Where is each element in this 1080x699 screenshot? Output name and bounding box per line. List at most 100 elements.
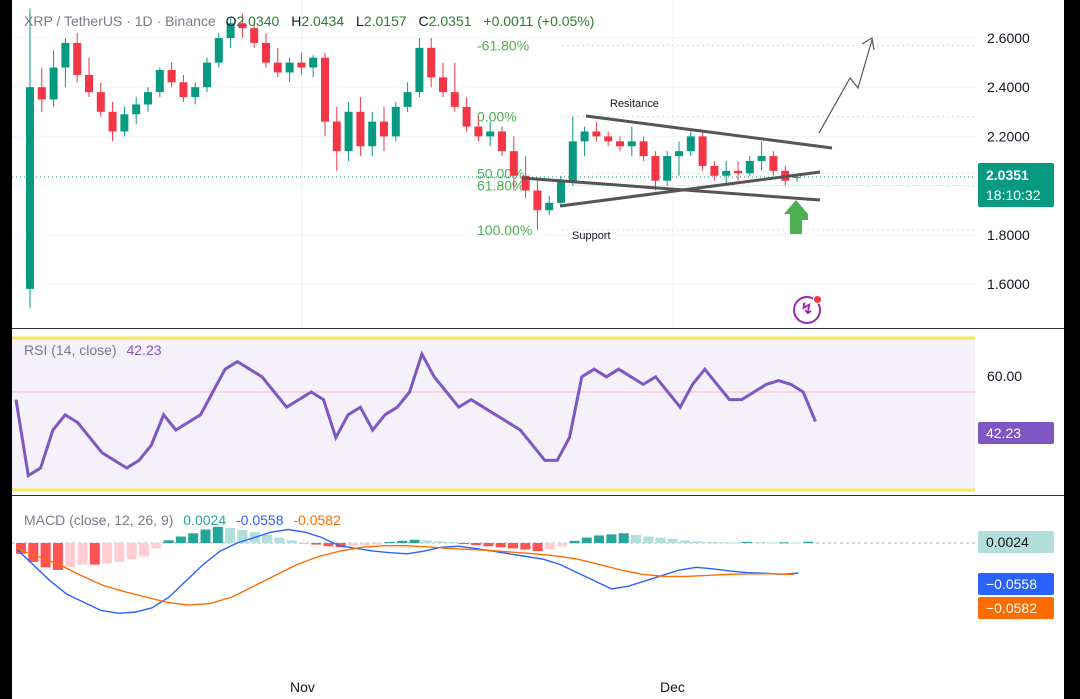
candle-body (309, 57, 318, 68)
macd-histogram-bar (446, 541, 457, 543)
macd-histogram-bar (139, 543, 149, 557)
macd-histogram-bar (298, 543, 309, 544)
macd-histogram-bar (729, 542, 740, 544)
close-label: C (418, 13, 429, 29)
macd-histogram-bar (16, 543, 26, 554)
candle-body (179, 82, 188, 98)
macd-histogram-bar (151, 543, 162, 549)
candle-body (580, 131, 589, 142)
x-tick-label: Nov (290, 679, 315, 695)
rsi-title[interactable]: RSI (14, close) (24, 342, 117, 358)
y-tick-label: 2.6000 (987, 30, 1030, 46)
candle-body (722, 170, 731, 176)
macd-histogram-bar (520, 543, 531, 550)
macd-histogram-bar (421, 540, 432, 543)
candle-body (356, 111, 365, 147)
macd-histogram-bar (655, 537, 666, 543)
rsi-pane[interactable]: 60.00 RSI (14, close) 42.23 42.23 (12, 329, 1064, 495)
candle-body (120, 114, 129, 132)
fib-label: 0.00% (477, 109, 517, 125)
macd-histogram-bar (434, 541, 445, 543)
candle-body (49, 67, 58, 100)
y-tick-label: 2.4000 (987, 79, 1030, 95)
macd-pane[interactable]: Nov Dec MACD (close, 12, 26, 9) 0.0024 -0… (12, 496, 1064, 699)
candle-body (757, 156, 766, 161)
macd-histogram-bar (409, 539, 420, 543)
candle-body (297, 62, 306, 68)
macd-histogram-bar (175, 536, 186, 543)
candle-body (686, 136, 695, 152)
candle-body (439, 77, 447, 93)
macd-histogram-bar (335, 543, 346, 548)
ohlc-legend: XRP / TetherUS · 1D · Binance O2.0340 H2… (24, 13, 602, 29)
macd-histogram-bar (77, 543, 88, 565)
price-tag-value: 2.0351 (986, 167, 1029, 183)
macd-histogram-bar (692, 541, 703, 543)
candle-body (769, 156, 778, 171)
macd-histogram-bar (397, 540, 408, 543)
candle-body (545, 202, 554, 211)
macd-histogram-bar (741, 541, 752, 543)
close-value: 2.0351 (428, 13, 472, 29)
macd-histogram-bar (372, 543, 383, 545)
candle-body (509, 151, 518, 176)
candle-body (616, 141, 624, 147)
rsi-y-tick: 60.00 (987, 368, 1022, 384)
countdown-timer: 18:10:32 (986, 187, 1041, 203)
macd-histogram-bar (532, 543, 543, 552)
candle-body (73, 42, 82, 75)
open-value: 2.0340 (236, 13, 280, 29)
macd-histogram-bar (557, 543, 568, 547)
fib-label: 61.80% (477, 178, 524, 194)
candle-body (238, 23, 247, 29)
macd-histogram-bar (274, 537, 285, 543)
macd-histogram-bar (606, 534, 617, 543)
candle-body (144, 92, 152, 105)
macd-chart[interactable]: Nov Dec (12, 496, 1064, 699)
macd-histogram-bar (286, 540, 297, 543)
symbol-title[interactable]: XRP / TetherUS · 1D · Binance (24, 13, 216, 29)
signal-line (15, 545, 794, 606)
macd-histogram-bar (667, 538, 678, 543)
lightning-icon[interactable]: ↯ (793, 295, 822, 324)
candle-body (37, 87, 46, 100)
macd-histogram-bar (766, 542, 777, 544)
y-tick-label: 1.8000 (987, 227, 1030, 243)
candle-body (285, 62, 294, 73)
high-value: 2.0434 (301, 13, 345, 29)
up-arrow-icon (787, 203, 805, 234)
projection-path (818, 39, 873, 134)
macd-histogram-bar (262, 534, 272, 543)
candle-body (592, 131, 601, 137)
candle-body (698, 136, 707, 166)
candle-body (273, 62, 282, 73)
price-pane[interactable]: 2.6000 2.4000 2.2000 1.8000 1.6000 -61.80% 0.0… (12, 0, 1064, 328)
pane-separator[interactable] (12, 495, 1064, 496)
macd-title[interactable]: MACD (close, 12, 26, 9) (24, 512, 174, 528)
macd-histogram-bar (237, 530, 248, 543)
macd-histogram-bar (188, 533, 199, 543)
macd-histogram-bar (114, 543, 125, 562)
candle-body (332, 121, 341, 152)
macd-line-tag: −0.0558 (978, 573, 1054, 595)
resistance-line (585, 114, 833, 150)
candle-body (132, 104, 141, 115)
macd-signal-value: -0.0582 (293, 512, 341, 528)
rsi-chart[interactable]: 60.00 (12, 329, 1064, 495)
rsi-tag: 42.23 (978, 422, 1054, 444)
macd-histogram-bar (65, 543, 76, 568)
pane-separator[interactable] (12, 328, 1064, 329)
projection-arrowhead (861, 37, 875, 51)
candle-body (663, 156, 672, 181)
support-annotation: Support (572, 230, 611, 242)
candle-body (557, 180, 565, 203)
macd-histogram-bar (495, 543, 506, 548)
macd-histogram-bar (778, 542, 789, 544)
macd-histogram-bar (581, 537, 592, 543)
macd-histogram-bar (348, 543, 359, 547)
candle-body (627, 141, 636, 147)
price-chart[interactable]: 2.6000 2.4000 2.2000 1.8000 1.6000 -61.80% 0.0… (12, 0, 1064, 328)
macd-legend: MACD (close, 12, 26, 9) 0.0024 -0.0558 -… (24, 512, 341, 528)
macd-histogram-bar (680, 540, 691, 543)
candle-body (734, 170, 742, 174)
